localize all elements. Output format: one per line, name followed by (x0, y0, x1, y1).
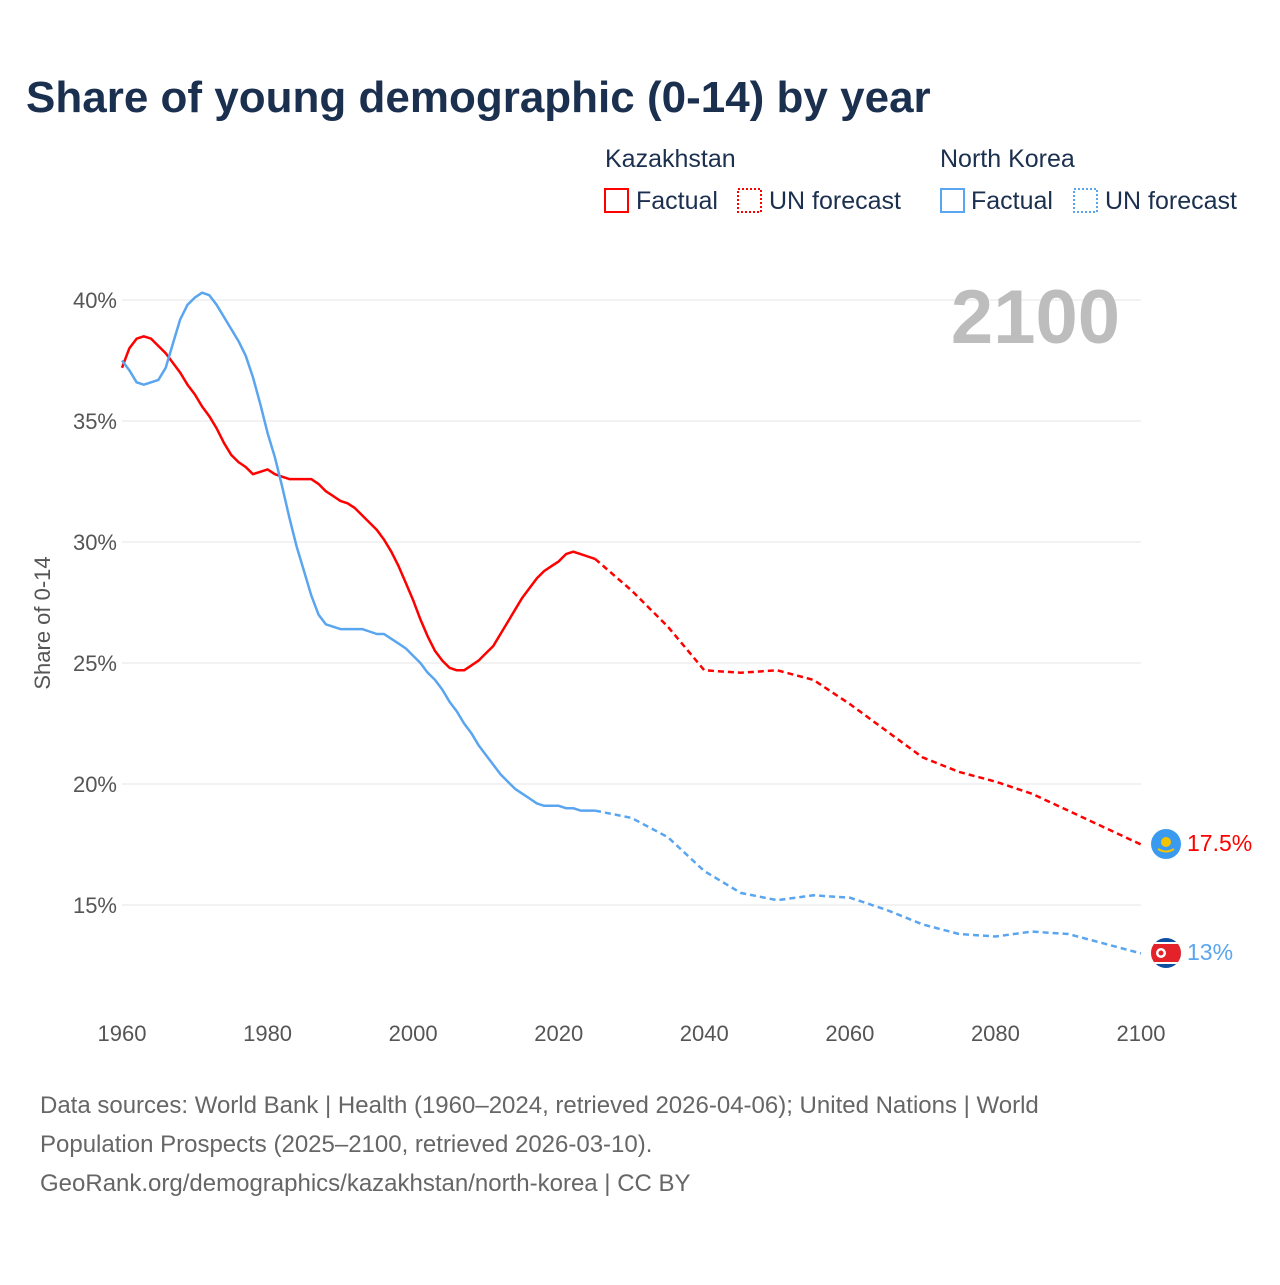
footer-line-1: Data sources: World Bank | Health (1960–… (40, 1092, 1039, 1119)
legend-group-north-korea: North Korea (940, 145, 1075, 173)
x-tick-label: 2100 (1117, 1021, 1166, 1046)
footer-source-link[interactable]: GeoRank.org/demographics/kazakhstan/nort… (40, 1170, 691, 1197)
x-tick-label: 2000 (389, 1021, 438, 1046)
legend-group-kazakhstan: Kazakhstan (605, 145, 736, 173)
legend-label-kazakhstan-factual[interactable]: Factual (636, 187, 718, 215)
flag-north-korea (1151, 938, 1181, 968)
y-tick-label: 30% (73, 530, 117, 555)
y-tick-label: 25% (73, 651, 117, 676)
x-tick-label: 1980 (243, 1021, 292, 1046)
series-line-kazakhstan-forecast (594, 557, 1142, 846)
y-tick-label: 35% (73, 409, 117, 434)
gridlines (122, 299, 1141, 906)
y-tick-label: 40% (73, 288, 117, 313)
x-tick-label: 1960 (98, 1021, 147, 1046)
series-line-kazakhstan-factual (120, 335, 596, 672)
series-line-north-korea-forecast (594, 809, 1142, 955)
flag-kazakhstan (1151, 829, 1181, 859)
legend-label-kazakhstan-forecast[interactable]: UN forecast (769, 187, 901, 215)
legend-swatch-kazakhstan-forecast (737, 188, 762, 213)
legend-label-north-korea-forecast[interactable]: UN forecast (1105, 187, 1237, 215)
footer-line-2: Population Prospects (2025–2100, retriev… (40, 1131, 652, 1158)
end-label-kazakhstan: 17.5% (1187, 830, 1252, 856)
series-lines (120, 291, 1142, 955)
legend-swatch-north-korea-factual (940, 188, 965, 213)
x-axis-ticks: 1960 1980 2000 2020 2040 2060 2080 2100 (98, 1021, 1166, 1046)
legend: Kazakhstan Factual UN forecast North Kor… (604, 145, 1237, 215)
legend-swatch-north-korea-forecast (1073, 188, 1098, 213)
chart-title: Share of young demographic (0-14) by yea… (26, 73, 931, 122)
legend-label-north-korea-factual[interactable]: Factual (971, 187, 1053, 215)
y-axis-label: Share of 0-14 (30, 556, 55, 689)
legend-swatch-kazakhstan-factual (604, 188, 629, 213)
x-tick-label: 2060 (825, 1021, 874, 1046)
y-tick-label: 15% (73, 893, 117, 918)
y-tick-label: 20% (73, 772, 117, 797)
x-tick-label: 2040 (680, 1021, 729, 1046)
end-label-north-korea: 13% (1187, 939, 1233, 965)
x-tick-label: 2020 (534, 1021, 583, 1046)
series-line-north-korea-factual (121, 291, 596, 812)
year-watermark: 2100 (951, 275, 1120, 360)
x-tick-label: 2080 (971, 1021, 1020, 1046)
y-axis-ticks: 15% 20% 25% 30% 35% 40% (73, 288, 117, 918)
